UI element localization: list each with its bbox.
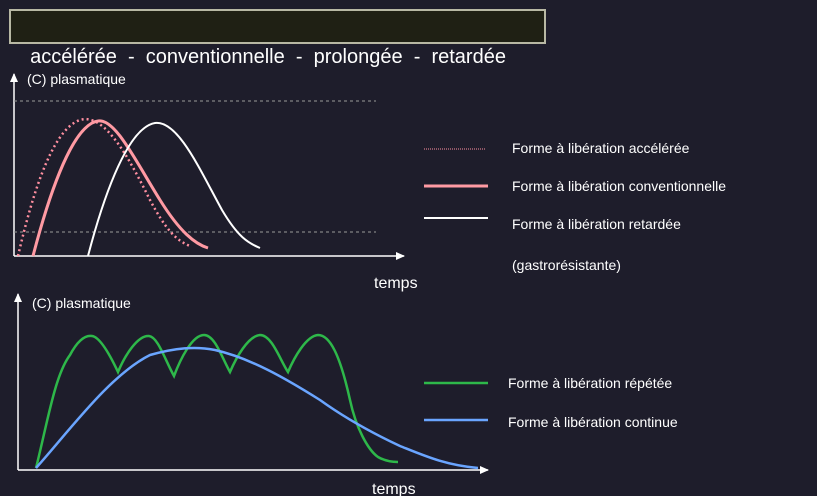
chart1-curve-delayed [87, 121, 261, 257]
chart-1: (C) plasmatique temps Forme à libération… [10, 71, 726, 292]
chart2-y-axis-label: (C) plasmatique [32, 295, 131, 311]
title-text: accélérée - conventionnelle - prolongée … [30, 46, 506, 68]
legend-label-delayed: Forme à libération retardée [512, 216, 681, 232]
chart1-curve-accelerated [16, 117, 191, 257]
chart2-legend: Forme à libération répétée Forme à libér… [424, 375, 678, 430]
chart2-curve-continuous [35, 346, 479, 470]
legend-label-repeated: Forme à libération répétée [508, 375, 672, 391]
chart1-legend: Forme à libération accélérée Forme à lib… [424, 140, 726, 273]
legend-label-continuous: Forme à libération continue [508, 414, 678, 430]
chart1-y-axis-label: (C) plasmatique [27, 71, 126, 87]
chart2-curve-repeated [34, 333, 399, 469]
chart2-x-axis-label: temps [372, 481, 416, 496]
legend-label-delayed-note: (gastrorésistante) [512, 257, 621, 273]
chart-2: (C) plasmatique temps Forme à libération… [14, 293, 678, 496]
legend-label-conventional: Forme à libération conventionnelle [512, 178, 726, 194]
chart1-x-axis-label: temps [374, 275, 418, 292]
title-banner: accélérée - conventionnelle - prolongée … [9, 9, 546, 68]
legend-label-accelerated: Forme à libération accélérée [512, 140, 690, 156]
chart1-curve-conventional [31, 119, 209, 257]
